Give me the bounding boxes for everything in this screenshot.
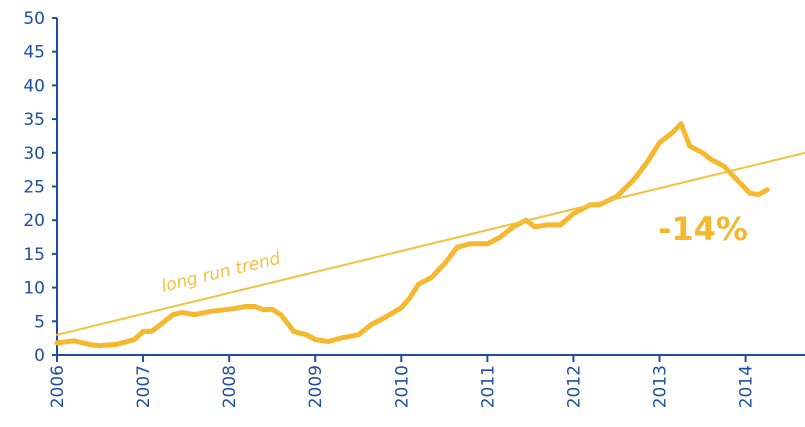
x-tick-label: 2006 [48,365,68,408]
y-tick-label: 5 [34,312,45,332]
y-tick-label: 45 [23,43,45,63]
y-tick-label: 30 [23,144,45,164]
x-tick-label: 2012 [564,365,584,408]
y-tick-label: 25 [23,178,45,198]
x-tick-label: 2013 [651,365,671,408]
data-line [54,121,770,349]
x-tick-label: 2008 [220,365,240,408]
x-tick-label: 2011 [478,365,498,408]
trend-line [56,151,805,336]
y-tick-label: 0 [34,346,45,366]
y-tick-label: 20 [23,211,45,231]
y-tick-label: 10 [23,279,45,299]
x-tick-label: 2010 [392,365,412,408]
y-tick-label: 35 [23,110,45,130]
y-tick-label: 40 [23,76,45,96]
x-tick-label: 2007 [134,365,154,408]
x-tick-label: 2014 [737,365,757,408]
y-tick-label: 15 [23,245,45,265]
y-tick-label: 50 [23,9,45,29]
x-tick-label: 2009 [306,365,326,408]
annotation: -14% [658,210,748,248]
trend-label: long run trend [159,249,282,297]
